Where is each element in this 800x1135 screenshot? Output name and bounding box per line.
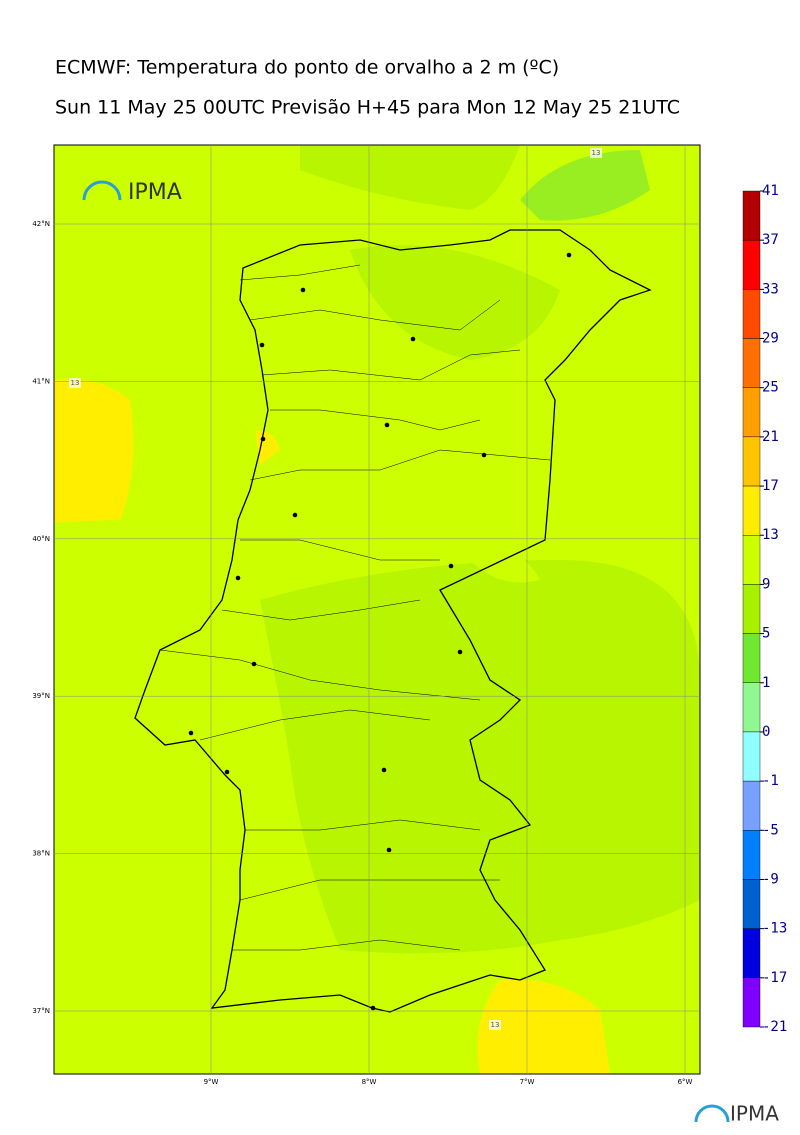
colorbar-segment xyxy=(742,731,761,782)
colorbar-segment xyxy=(742,682,761,733)
logo-icon xyxy=(82,180,122,201)
logo: IPMA xyxy=(128,180,182,205)
colorbar-label: 37 xyxy=(762,232,779,248)
lon-label: 6°W xyxy=(678,1078,693,1086)
warm-area xyxy=(477,979,610,1074)
colorbar-segment xyxy=(742,239,761,290)
lon-label: 7°W xyxy=(520,1078,535,1086)
cool-area xyxy=(300,145,520,210)
city-dots xyxy=(188,252,572,1011)
colorbar-label: 29 xyxy=(762,331,779,347)
colorbar-label: 0 xyxy=(762,724,770,740)
colorbar-segment xyxy=(742,830,761,880)
contour-label-bg xyxy=(489,1020,501,1030)
colorbar-label: 41 xyxy=(762,183,779,199)
colorbar-label: 1 xyxy=(762,675,770,691)
colorbar-segment xyxy=(742,436,761,487)
colorbar-label: 33 xyxy=(762,281,779,297)
colorbar-label: 5 xyxy=(762,626,770,642)
colorbar-segment xyxy=(742,928,761,979)
warm-area xyxy=(470,553,540,583)
contour-label: 13 xyxy=(491,1021,500,1029)
colorbar-segment xyxy=(742,338,761,388)
lat-label: 40°N xyxy=(32,535,50,543)
colorbar-label: -5 xyxy=(762,822,779,838)
contour-label-bg xyxy=(69,378,81,388)
lon-label: 8°W xyxy=(362,1078,377,1086)
lat-label: 37°N xyxy=(32,1007,50,1015)
lat-label: 41°N xyxy=(32,377,50,385)
colorbar-label: -21 xyxy=(762,1019,787,1035)
colorbar-label: 17 xyxy=(762,478,779,494)
colorbar-segment xyxy=(742,633,761,683)
subtitle: Sun 11 May 25 00UTC Previsão H+45 para M… xyxy=(55,97,680,119)
lat-label: 39°N xyxy=(32,692,50,700)
warm-area xyxy=(54,379,134,522)
colorbar-segment xyxy=(742,535,761,585)
coastline-border xyxy=(134,229,652,1013)
colorbar-label: 25 xyxy=(762,380,779,396)
lat-label: 42°N xyxy=(32,220,50,228)
logo-icon xyxy=(694,1104,730,1123)
colorbar-segment xyxy=(742,190,761,241)
cool-area xyxy=(520,150,650,221)
colorbar-label: -1 xyxy=(762,773,779,789)
lat-label: 38°N xyxy=(32,850,50,858)
contour-label: 13 xyxy=(71,379,80,387)
contour-label: 13 xyxy=(592,149,601,157)
colorbar-label: -9 xyxy=(762,871,779,887)
contour-label-bg xyxy=(590,148,602,158)
district-borders xyxy=(159,264,551,951)
colorbar-segment xyxy=(742,289,761,339)
cool-area xyxy=(350,245,560,360)
cool-area xyxy=(260,560,700,954)
map-border xyxy=(53,144,701,1075)
logo-footer: IPMA xyxy=(730,1102,779,1126)
lon-label: 9°W xyxy=(204,1078,219,1086)
colorbar-label: -13 xyxy=(762,921,787,937)
title: ECMWF: Temperatura do ponto de orvalho a… xyxy=(55,57,559,79)
colorbar-segment xyxy=(742,485,761,536)
colorbar-segment xyxy=(742,584,761,634)
map xyxy=(53,144,701,1075)
colorbar-label: -17 xyxy=(762,970,787,986)
colorbar-segment xyxy=(742,387,761,438)
colorbar-segment xyxy=(742,780,761,831)
colorbar-label: 9 xyxy=(762,576,770,592)
colorbar-label: 21 xyxy=(762,429,779,445)
colorbar-label: 13 xyxy=(762,527,779,543)
colorbar-segment xyxy=(742,879,761,929)
colorbar-segment xyxy=(742,977,761,1028)
